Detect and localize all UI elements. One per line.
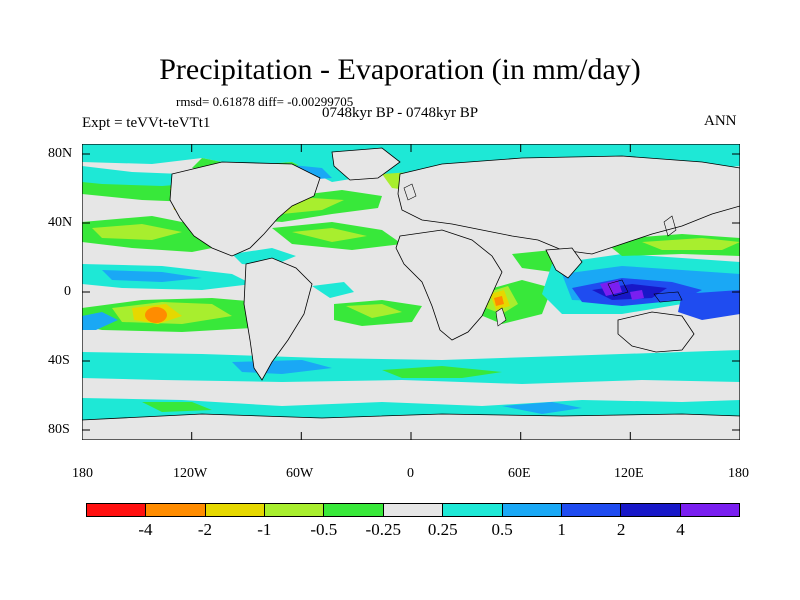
colorbar-box — [87, 504, 147, 516]
land-madagascar — [495, 307, 507, 327]
field-tropical-pacific-blue — [102, 270, 202, 282]
lat-label-80n: 80N — [48, 146, 73, 161]
field-spcz-blue — [678, 290, 740, 320]
map-ticks — [82, 144, 740, 440]
colorbar-box — [680, 504, 739, 516]
field-south-pacific-blue-west — [82, 312, 118, 330]
lon-label-120w: 120W — [173, 466, 208, 481]
colorbar-label: 4 — [676, 520, 685, 539]
land-south-america — [243, 257, 313, 381]
stats-text: rmsd= 0.61878 diff= -0.00299705 — [176, 94, 354, 109]
field-east-africa-orange — [494, 296, 504, 306]
colorbar-box — [561, 504, 622, 516]
land-india — [545, 247, 583, 279]
land-uk — [403, 183, 417, 201]
colorbar-label: -1 — [257, 520, 272, 539]
lon-label-60e: 60E — [508, 466, 531, 481]
field-subtropical-pacific-lime — [92, 224, 182, 240]
colorbar-label: 1 — [557, 520, 566, 539]
colorbar-box — [383, 504, 444, 516]
lat-label-80s: 80S — [48, 422, 70, 437]
field-south-pacific-orange — [145, 307, 167, 323]
colorbar-box — [621, 504, 681, 516]
colorbar-label: 2 — [616, 520, 626, 539]
field-southern-ocean-cyan — [82, 350, 740, 384]
lat-label-0: 0 — [64, 284, 71, 299]
colorbar — [86, 503, 740, 517]
lon-label-0: 0 — [407, 466, 414, 481]
field-antarctic-green — [142, 402, 212, 412]
land-antarctica — [82, 413, 740, 440]
field-west-pacific-purple-2 — [630, 290, 644, 300]
land-borneo — [607, 279, 629, 297]
field-antarctic-cyan — [82, 398, 740, 420]
season-label: ANN — [704, 113, 737, 129]
period-text: 0748kyr BP - 0748kyr BP — [322, 105, 479, 121]
land-eurasia — [397, 155, 740, 255]
field-arctic-cyan — [82, 144, 740, 186]
map-plot — [82, 144, 740, 440]
plot-title: Precipitation - Evaporation (in mm/day) — [159, 53, 641, 86]
field-nw-pacific-lime — [642, 238, 740, 250]
lat-label-40n: 40N — [48, 215, 73, 230]
lat-label-40s: 40S — [48, 353, 70, 368]
land-north-america — [169, 161, 321, 257]
colorbar-label: 0.25 — [427, 520, 458, 539]
land-africa — [395, 229, 503, 341]
colorbar-box — [502, 504, 562, 516]
colorbar-box — [265, 504, 325, 516]
land-greenland — [331, 147, 401, 181]
lon-label-60w: 60W — [286, 466, 314, 481]
field-subtropical-atlantic-lime — [292, 228, 367, 242]
land-japan — [663, 215, 677, 237]
colorbar-box — [205, 504, 266, 516]
lon-label-180e: 180 — [728, 466, 749, 481]
colorbar-label: -2 — [197, 520, 212, 539]
lon-label-180w: 180 — [72, 466, 93, 481]
land-new-guinea — [653, 291, 683, 303]
colorbar-box — [146, 504, 206, 516]
lon-label-120e: 120E — [614, 466, 644, 481]
field-west-africa-cyan — [312, 282, 354, 298]
field-south-atlantic-lime — [346, 304, 402, 318]
land-australia — [617, 311, 695, 353]
colorbar-label: -4 — [138, 520, 153, 539]
field-southern-ocean-green — [382, 366, 502, 378]
colorbar-label: 0.5 — [491, 520, 513, 539]
colorbar-label: -0.5 — [310, 520, 338, 539]
field-west-pacific-purple — [600, 280, 622, 296]
colorbar-box — [443, 504, 503, 516]
colorbar-label: -0.25 — [365, 520, 401, 539]
colorbar-box — [324, 504, 384, 516]
experiment-label: Expt = teVVt-teVTt1 — [82, 115, 211, 131]
field-antarctic-blue — [502, 402, 582, 414]
